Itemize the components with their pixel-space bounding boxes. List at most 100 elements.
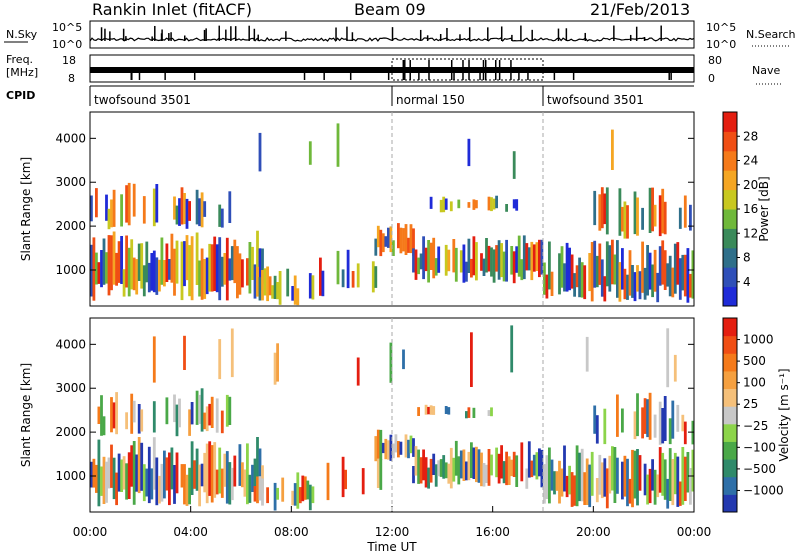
- power-cell: [512, 199, 516, 209]
- power-cell: [432, 237, 436, 279]
- power-cell: [371, 261, 375, 293]
- velocity-cell: [256, 437, 259, 492]
- power-cell: [185, 198, 189, 229]
- nave-tick-top: 80: [708, 54, 722, 67]
- power-cell: [341, 269, 345, 288]
- velocity-cell: [482, 463, 486, 487]
- power-cell: [213, 236, 217, 291]
- power-cell: [626, 274, 629, 300]
- velocity-cell: [427, 467, 430, 489]
- velocity-cell: [137, 404, 141, 434]
- power-cell: [626, 205, 629, 239]
- velocity-cell: [502, 461, 506, 484]
- velocity-cell: [671, 400, 675, 439]
- power-cell: [593, 240, 597, 288]
- velocity-cell: [668, 448, 672, 501]
- nave-tick-bottom: 0: [708, 72, 715, 85]
- velocity-cell: [673, 452, 677, 495]
- velocity-cell: [490, 454, 493, 476]
- velocity-cell: [213, 442, 217, 498]
- power-cell: [487, 196, 491, 211]
- velocity-cell: [125, 463, 128, 500]
- power-cell: [95, 188, 98, 218]
- velocity-cell: [142, 464, 146, 502]
- velocity-cell: [228, 462, 232, 505]
- power-cell: [293, 275, 297, 305]
- velocity-cell: [152, 336, 156, 383]
- velocity-cell: [230, 328, 234, 378]
- power-cell: [618, 188, 622, 236]
- velocity-cell: [261, 478, 264, 506]
- velocity-cell: [127, 452, 131, 499]
- power-cell: [658, 195, 662, 237]
- power-cell: [605, 241, 609, 287]
- power-cell: [107, 208, 111, 230]
- colorbar-segment: [723, 170, 737, 191]
- velocity-cell: [465, 411, 468, 419]
- velocity-cell: [225, 451, 229, 504]
- velocity-cell: [485, 464, 488, 483]
- power-cell: [525, 243, 529, 271]
- velocity-cell: [402, 349, 405, 370]
- velocity-cell: [570, 472, 574, 507]
- velocity-cell: [437, 460, 441, 477]
- cpid-label: CPID: [6, 89, 35, 102]
- velocity-cell: [605, 468, 609, 509]
- velocity-cell: [583, 472, 587, 505]
- power-cell: [112, 231, 116, 285]
- velocity-cell: [633, 450, 637, 499]
- power-cell: [392, 240, 395, 256]
- power-cell: [238, 253, 242, 295]
- colorbar-segment: [723, 335, 737, 354]
- velocity-cell: [525, 468, 529, 489]
- colorbar-tick-label: 100: [743, 376, 766, 390]
- velocity-cell: [683, 456, 687, 501]
- velocity-cell: [100, 395, 103, 436]
- power-cell: [434, 258, 438, 276]
- velocity-cell: [218, 447, 222, 494]
- power-cell: [268, 276, 272, 296]
- power-cell: [658, 246, 662, 286]
- colorbar-segment: [723, 353, 737, 372]
- velocity-cell: [595, 415, 599, 444]
- velocity-cell: [112, 402, 116, 429]
- power-cell: [600, 259, 604, 297]
- power-cell: [163, 260, 166, 287]
- velocity-cell: [626, 458, 629, 507]
- velocity-cell: [125, 412, 128, 430]
- power-cell: [444, 244, 448, 276]
- power-cell: [175, 205, 179, 225]
- velocity-cell: [550, 459, 554, 491]
- power-cell: [178, 198, 181, 226]
- power-cell: [155, 257, 159, 295]
- velocity-cell: [193, 460, 196, 489]
- power-cell: [517, 235, 521, 277]
- velocity-cell: [558, 460, 561, 504]
- velocity-cell: [253, 486, 257, 502]
- velocity-cell: [663, 396, 667, 441]
- power-cell: [475, 242, 478, 281]
- power-cell: [351, 271, 355, 288]
- power-cell: [492, 198, 496, 210]
- velocity-cell: [195, 448, 199, 491]
- freq-tick-bottom: 8: [68, 72, 75, 85]
- colorbar-segment: [723, 441, 737, 460]
- x-tick-label: 08:00: [274, 525, 309, 539]
- velocity-cell: [168, 452, 171, 506]
- velocity-cell: [429, 458, 433, 483]
- velocity-cell: [188, 467, 191, 505]
- velocity-cell: [170, 447, 174, 490]
- freq-trace: [90, 58, 694, 81]
- velocity-cell: [681, 447, 685, 505]
- velocity-cell: [140, 409, 144, 432]
- power-cell: [208, 243, 212, 292]
- power-cell: [407, 237, 410, 253]
- power-colorbar-label: Power [dB]: [757, 176, 771, 241]
- power-cell: [145, 241, 149, 283]
- power-cell: [168, 259, 171, 280]
- velocity-cell: [490, 407, 493, 417]
- power-cell: [125, 185, 128, 223]
- velocity-cell: [215, 469, 219, 495]
- nsearch-label: N.Search: [746, 28, 796, 41]
- velocity-cell: [344, 469, 347, 490]
